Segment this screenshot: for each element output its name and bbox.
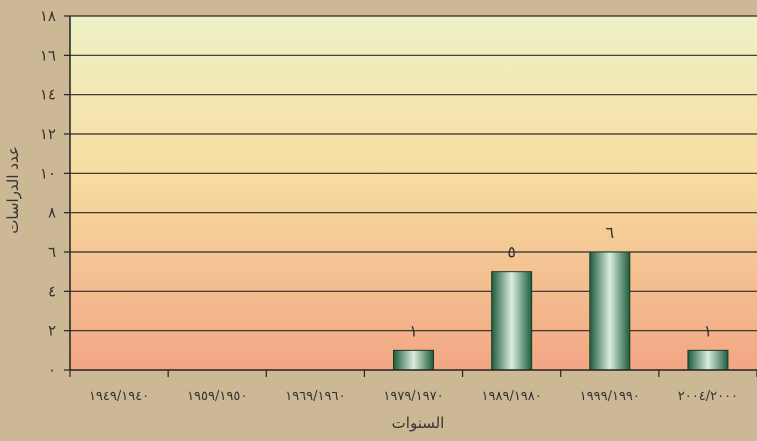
x-axis-label: السنوات — [392, 414, 445, 432]
x-tick-label: ١٩٥٩/١٩٥٠ — [187, 389, 247, 404]
x-tick-label: ١٩٤٩/١٩٤٠ — [89, 389, 149, 404]
y-axis-label: عدد الدراسات — [4, 146, 22, 234]
y-tick-label: ٠ — [48, 361, 56, 379]
x-axis-ticks: ١٩٤٩/١٩٤٠ ١٩٥٩/١٩٥٠ ١٩٦٩/١٩٦٠ ١٩٧٩/١٩٧٠ ١٩٨٩… — [69, 370, 757, 404]
x-tick-label: ١٩٦٩/١٩٦٠ — [285, 389, 345, 404]
bar-value-label: ٥ — [507, 243, 516, 262]
bar-value-label: ٦ — [605, 223, 614, 242]
y-tick-label: ١٨ — [40, 7, 56, 25]
y-tick-label: ١٦ — [40, 46, 56, 64]
x-tick-label: ١٩٩٩/١٩٩٠ — [580, 389, 640, 404]
y-tick-label: ٢ — [48, 322, 56, 340]
y-tick-label: ٨ — [48, 204, 56, 222]
bars: ١ ٥ ٦ ١ — [393, 223, 729, 371]
bar-value-label: ١ — [704, 321, 713, 340]
bar — [393, 349, 434, 371]
y-axis-ticks: ٠ ٢ ٤ ٦ ٨ ١٠ ١٢ ١٤ ١٦ ١٨ — [40, 7, 70, 379]
bar — [589, 251, 631, 371]
x-tick-label: ٢٠٠٤/٢٠٠٠ — [678, 389, 738, 404]
y-tick-label: ١٤ — [40, 86, 56, 104]
bar — [491, 271, 533, 371]
gridlines — [70, 15, 757, 332]
y-tick-label: ٦ — [48, 243, 56, 261]
bar — [687, 349, 729, 371]
x-tick-label: ١٩٨٩/١٩٨٠ — [482, 389, 542, 404]
y-tick-label: ١٠ — [40, 164, 56, 182]
y-tick-label: ٤ — [48, 282, 56, 300]
y-tick-label: ١٢ — [40, 125, 56, 143]
bar-value-label: ١ — [409, 321, 418, 340]
x-tick-label: ١٩٧٩/١٩٧٠ — [383, 389, 443, 404]
plot-area — [70, 16, 757, 370]
